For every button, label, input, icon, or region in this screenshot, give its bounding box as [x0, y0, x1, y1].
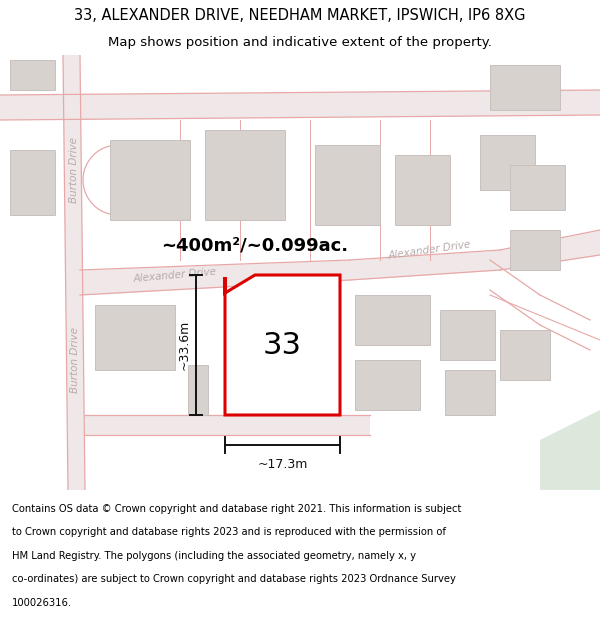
Bar [110, 140, 190, 220]
Text: Contains OS data © Crown copyright and database right 2021. This information is : Contains OS data © Crown copyright and d… [12, 504, 461, 514]
Bar [10, 150, 55, 215]
Text: 100026316.: 100026316. [12, 598, 72, 608]
Text: Map shows position and indicative extent of the property.: Map shows position and indicative extent… [108, 36, 492, 49]
Text: HM Land Registry. The polygons (including the associated geometry, namely x, y: HM Land Registry. The polygons (includin… [12, 551, 416, 561]
Bar [10, 60, 55, 90]
Bar [480, 135, 535, 190]
Bar [205, 130, 285, 220]
Text: Burton Drive: Burton Drive [69, 137, 79, 203]
Bar [315, 145, 380, 225]
Polygon shape [540, 410, 600, 490]
Bar [510, 165, 565, 210]
Text: ~400m²/~0.099ac.: ~400m²/~0.099ac. [161, 236, 349, 254]
Bar [490, 65, 560, 110]
Bar [500, 330, 550, 380]
Polygon shape [63, 55, 85, 490]
Text: ~17.3m: ~17.3m [257, 459, 308, 471]
Text: Burton Drive: Burton Drive [70, 327, 80, 393]
Text: Alexander Drive: Alexander Drive [388, 239, 472, 261]
Text: co-ordinates) are subject to Crown copyright and database rights 2023 Ordnance S: co-ordinates) are subject to Crown copyr… [12, 574, 456, 584]
Polygon shape [225, 275, 340, 415]
Text: to Crown copyright and database rights 2023 and is reproduced with the permissio: to Crown copyright and database rights 2… [12, 527, 446, 537]
Text: 33, ALEXANDER DRIVE, NEEDHAM MARKET, IPSWICH, IP6 8XG: 33, ALEXANDER DRIVE, NEEDHAM MARKET, IPS… [74, 8, 526, 23]
Text: ~33.6m: ~33.6m [178, 320, 191, 370]
Bar [188, 365, 208, 415]
Bar [510, 230, 560, 270]
Bar [440, 310, 495, 360]
Bar [445, 370, 495, 415]
Bar [355, 295, 430, 345]
Text: 33: 33 [263, 331, 302, 361]
Bar [355, 360, 420, 410]
Bar [95, 305, 175, 370]
Text: Alexander Drive: Alexander Drive [133, 266, 217, 284]
Bar [395, 155, 450, 225]
